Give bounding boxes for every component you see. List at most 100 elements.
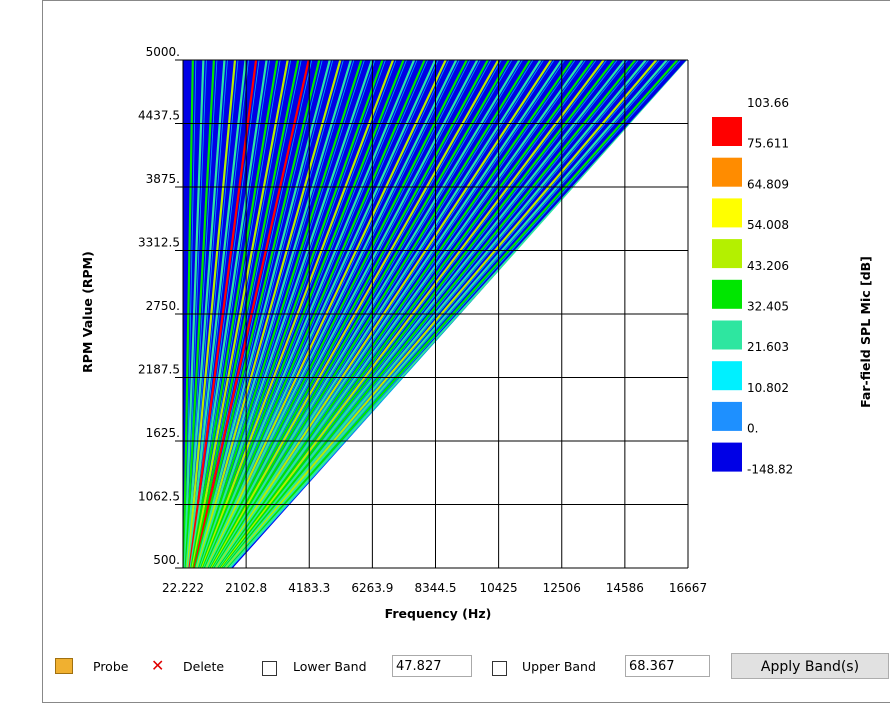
x-tick-label: 16667	[669, 581, 707, 595]
order-line	[193, 60, 310, 568]
order-line	[189, 60, 268, 568]
colorbar-label: -148.82	[747, 462, 793, 476]
order-line	[217, 60, 574, 568]
order-line	[203, 60, 426, 568]
colorbar-label: 43.206	[747, 259, 789, 273]
order-line	[205, 60, 447, 568]
colorbar-swatch	[712, 442, 742, 472]
lower-band-input[interactable]: 47.827	[392, 655, 472, 677]
y-tick-label: 4437.5	[138, 109, 180, 123]
order-line	[210, 60, 500, 568]
order-line	[187, 60, 247, 568]
colorbar-label: 0.	[747, 422, 758, 436]
colorbar-swatch	[712, 117, 742, 146]
y-tick-label: 3312.5	[138, 236, 180, 250]
colorbar-label: 10.802	[747, 381, 789, 395]
probe-button[interactable]: Probe	[93, 659, 129, 674]
order-line	[188, 60, 258, 568]
order-line	[212, 60, 521, 568]
delete-button[interactable]: Delete	[183, 659, 225, 674]
order-line	[198, 60, 363, 568]
order-line	[191, 60, 289, 568]
order-line	[211, 60, 510, 568]
y-tick-label: 3875.	[146, 172, 180, 186]
order-line	[186, 60, 237, 568]
order-line	[224, 60, 658, 568]
order-line	[227, 60, 688, 568]
order-line	[209, 60, 489, 568]
x-tick-label: 22.222	[162, 581, 204, 595]
chart: Frequency (Hz) RPM Value (RPM) Far-field…	[80, 45, 873, 621]
order-line	[185, 60, 226, 568]
x-tick-label: 2102.8	[225, 581, 267, 595]
upper-band-label: Upper Band	[522, 659, 596, 674]
order-line	[216, 60, 563, 568]
colorbar-label: 103.66	[747, 96, 789, 110]
colorbar-swatch	[712, 361, 742, 391]
order-line	[199, 60, 384, 568]
order-line	[219, 60, 595, 568]
order-line	[197, 60, 352, 568]
order-line	[184, 60, 216, 568]
y-tick-label: 1062.5	[138, 490, 180, 504]
order-line	[220, 60, 605, 568]
order-line	[192, 60, 300, 568]
y-tick-label: 5000.	[146, 45, 180, 59]
order-line	[199, 60, 373, 568]
order-line	[196, 60, 342, 568]
probe-icon[interactable]	[55, 658, 73, 674]
order-line	[208, 60, 479, 568]
x-tick-label: 6263.9	[351, 581, 393, 595]
y-tick-label: 2750.	[146, 299, 180, 313]
colorbar-swatch	[712, 239, 742, 269]
order-line	[201, 60, 405, 568]
order-line	[225, 60, 668, 568]
colorbar-label: 54.008	[747, 218, 789, 232]
delete-icon[interactable]: ✕	[151, 656, 165, 675]
lower-band-checkbox[interactable]	[262, 661, 277, 676]
order-line	[200, 60, 395, 568]
order-line	[218, 60, 584, 568]
order-line	[206, 60, 458, 568]
order-line	[183, 60, 194, 568]
colorbar-swatch	[712, 279, 742, 309]
order-line	[220, 60, 616, 568]
order-line	[215, 60, 552, 568]
y-tick-label: 2187.5	[138, 363, 180, 377]
colorbar-swatch	[712, 401, 742, 431]
x-tick-label: 12506	[543, 581, 581, 595]
order-line	[190, 60, 279, 568]
colorbar-label: 32.405	[747, 300, 789, 314]
toolbar: Probe ✕ Delete Lower Band 47.827 Upper B…	[43, 651, 889, 685]
x-tick-label: 10425	[480, 581, 518, 595]
y-tick-label: 500.	[153, 553, 180, 567]
x-tick-label: 4183.3	[288, 581, 330, 595]
colorbar-swatch	[712, 157, 742, 187]
order-line	[204, 60, 437, 568]
x-tick-label: 8344.5	[414, 581, 456, 595]
upper-band-input[interactable]: 68.367	[625, 655, 710, 677]
contour-area	[183, 60, 688, 568]
order-line	[202, 60, 416, 568]
order-line	[214, 60, 542, 568]
y-axis-title: RPM Value (RPM)	[80, 251, 95, 373]
order-line	[223, 60, 647, 568]
colorbar-title: Far-field SPL Mic [dB]	[858, 256, 873, 408]
apply-button[interactable]: Apply Band(s)	[731, 653, 889, 679]
colorbar-label: 75.611	[747, 137, 789, 151]
colorbar-label: 21.603	[747, 340, 789, 354]
order-line	[207, 60, 468, 568]
colorbar-swatch	[712, 320, 742, 350]
order-line	[195, 60, 331, 568]
order-line	[221, 60, 626, 568]
colorbar-label: 64.809	[747, 177, 789, 191]
x-tick-label: 14586	[606, 581, 644, 595]
colorbar-swatch	[712, 198, 742, 228]
order-line	[194, 60, 321, 568]
upper-band-checkbox[interactable]	[492, 661, 507, 676]
y-tick-label: 1625.	[146, 426, 180, 440]
order-line	[183, 60, 205, 568]
lower-band-label: Lower Band	[293, 659, 367, 674]
x-axis-title: Frequency (Hz)	[385, 606, 492, 621]
